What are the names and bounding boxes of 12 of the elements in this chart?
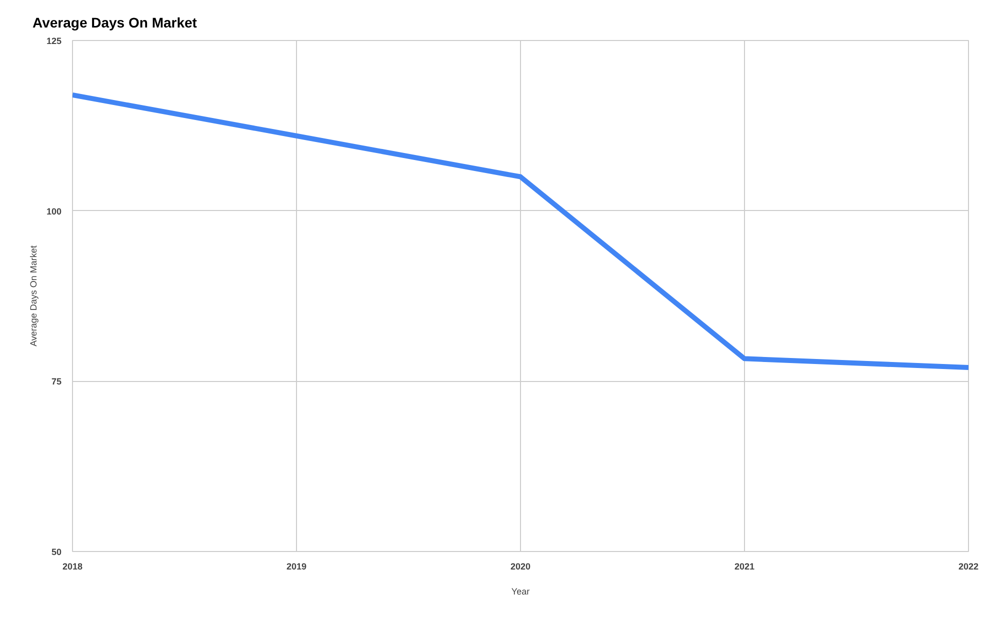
x-tick-label: 2019: [286, 562, 307, 572]
chart-title: Average Days On Market: [32, 14, 198, 30]
x-tick-label: 2018: [62, 562, 83, 572]
y-axis-title: Average Days On Market: [28, 245, 38, 346]
x-tick-label: 2021: [734, 562, 755, 572]
y-tick-label: 125: [46, 36, 62, 46]
x-axis-title: Year: [511, 586, 530, 596]
y-tick-label: 100: [46, 206, 62, 216]
x-tick-label: 2020: [510, 562, 531, 572]
y-tick-label: 50: [51, 547, 62, 557]
x-tick-label: 2022: [958, 562, 979, 572]
y-tick-label: 75: [51, 376, 62, 387]
